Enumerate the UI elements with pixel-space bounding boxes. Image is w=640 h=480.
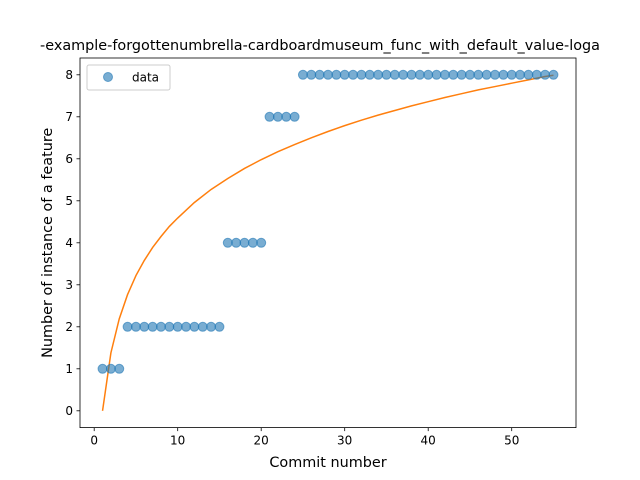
data-point xyxy=(364,69,375,80)
plot-background xyxy=(80,58,576,428)
data-point xyxy=(314,69,325,80)
data-point xyxy=(247,237,258,248)
x-tick-label: 50 xyxy=(504,434,519,448)
y-tick-label: 6 xyxy=(65,152,73,166)
data-point xyxy=(181,321,192,332)
data-point xyxy=(214,321,225,332)
x-axis-ticks: 0 10 20 30 40 50 xyxy=(90,427,519,448)
data-point xyxy=(515,69,526,80)
y-tick-label: 3 xyxy=(65,278,73,292)
data-point xyxy=(448,69,459,80)
plot-area: 0 1 2 3 4 5 6 7 8 0 10 20 30 40 50 xyxy=(65,57,577,448)
x-tick-label: 0 xyxy=(90,434,98,448)
data-point xyxy=(406,69,417,80)
y-tick-label: 8 xyxy=(65,68,73,82)
data-point xyxy=(122,321,133,332)
data-point xyxy=(339,69,350,80)
y-tick-label: 7 xyxy=(65,110,73,124)
data-point xyxy=(147,321,158,332)
data-point xyxy=(373,69,384,80)
data-point xyxy=(481,69,492,80)
y-axis-ticks: 0 1 2 3 4 5 6 7 8 xyxy=(65,68,80,418)
x-tick-label: 10 xyxy=(170,434,185,448)
chart-title: -example-forgottenumbrella-cardboardmuse… xyxy=(40,38,600,54)
y-tick-label: 0 xyxy=(65,404,73,418)
data-point xyxy=(348,69,359,80)
data-point xyxy=(439,69,450,80)
data-point xyxy=(356,69,367,80)
data-point xyxy=(456,69,467,80)
y-tick-label: 4 xyxy=(65,236,73,250)
y-tick-label: 5 xyxy=(65,194,73,208)
data-point xyxy=(155,321,166,332)
data-point xyxy=(306,69,317,80)
data-point xyxy=(498,69,509,80)
x-tick-label: 40 xyxy=(421,434,436,448)
legend-box xyxy=(86,64,171,91)
data-point xyxy=(473,69,484,80)
data-point xyxy=(222,237,233,248)
fit-line-group xyxy=(101,74,554,411)
data-point xyxy=(540,69,551,80)
data-point xyxy=(189,321,200,332)
data-point xyxy=(548,69,559,80)
data-point xyxy=(272,111,283,122)
x-tick-label: 20 xyxy=(254,434,269,448)
y-tick-label: 1 xyxy=(65,362,73,376)
data-point xyxy=(389,69,400,80)
data-point xyxy=(139,321,150,332)
data-point xyxy=(323,69,333,80)
data-point xyxy=(281,111,292,122)
data-point xyxy=(398,69,409,80)
legend-marker-data xyxy=(103,72,113,82)
data-point xyxy=(297,69,308,80)
data-point xyxy=(289,111,300,122)
data-point xyxy=(431,69,442,80)
data-point xyxy=(206,321,217,332)
data-point xyxy=(130,321,141,332)
data-point xyxy=(331,69,342,80)
data-point xyxy=(264,111,275,122)
data-point xyxy=(381,69,392,80)
legend: data xyxy=(86,64,171,91)
data-point xyxy=(464,69,475,80)
data-point xyxy=(97,363,108,374)
data-point xyxy=(531,69,542,80)
data-point xyxy=(506,69,517,80)
legend-label-data: data xyxy=(132,71,159,85)
y-axis-label: Number of instance of a feature xyxy=(40,128,56,358)
data-point xyxy=(490,69,501,80)
data-point xyxy=(114,363,125,374)
plot-frame xyxy=(79,57,577,429)
data-point xyxy=(423,69,434,80)
data-point xyxy=(239,237,250,248)
data-point xyxy=(105,363,116,374)
x-tick-label: 30 xyxy=(337,434,352,448)
data-point xyxy=(523,69,534,80)
y-tick-label: 2 xyxy=(65,320,73,334)
data-point xyxy=(414,69,425,80)
data-point xyxy=(256,237,267,248)
data-point xyxy=(197,321,208,332)
data-point xyxy=(172,321,183,332)
data-point xyxy=(164,321,175,332)
fit-curve-line xyxy=(101,74,554,411)
x-axis-label: Commit number xyxy=(269,455,386,471)
data-points-group xyxy=(97,69,559,374)
data-point xyxy=(231,237,242,248)
